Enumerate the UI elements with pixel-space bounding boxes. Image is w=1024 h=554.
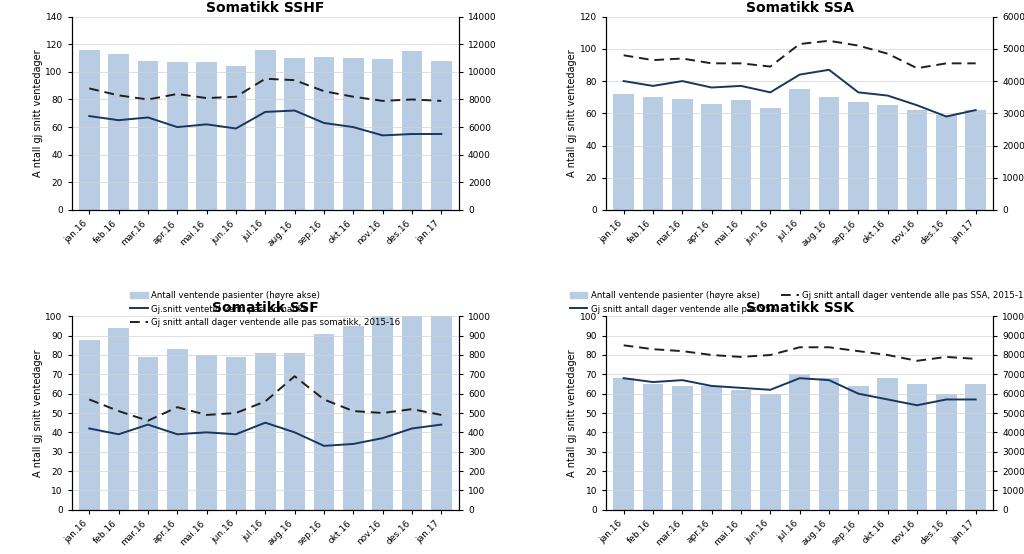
Bar (431, 316, 452, 510)
Bar (313, 57, 334, 210)
Bar (878, 378, 898, 510)
Bar (225, 66, 246, 210)
Bar (109, 328, 129, 510)
Bar (966, 110, 986, 210)
Bar (936, 394, 956, 510)
Bar (401, 316, 422, 510)
Title: Somatikk SSHF: Somatikk SSHF (206, 2, 325, 16)
Bar (285, 353, 305, 510)
Bar (137, 61, 159, 210)
Bar (819, 378, 840, 510)
Bar (613, 378, 634, 510)
Bar (343, 58, 364, 210)
Y-axis label: A ntall gj snitt ventedager: A ntall gj snitt ventedager (33, 349, 43, 477)
Bar (848, 386, 868, 510)
Bar (431, 61, 452, 210)
Title: Somatikk SSK: Somatikk SSK (745, 301, 854, 315)
Bar (790, 89, 810, 210)
Bar (906, 110, 928, 210)
Bar (401, 51, 422, 210)
Bar (285, 58, 305, 210)
Bar (79, 340, 99, 510)
Bar (966, 384, 986, 510)
Bar (819, 97, 840, 210)
Bar (906, 384, 928, 510)
Bar (197, 355, 217, 510)
Bar (313, 334, 334, 510)
Bar (373, 59, 393, 210)
Y-axis label: A ntall gj snitt ventedager: A ntall gj snitt ventedager (33, 49, 43, 177)
Bar (79, 50, 99, 210)
Bar (137, 357, 159, 510)
Bar (731, 390, 752, 510)
Bar (167, 62, 187, 210)
Bar (197, 62, 217, 210)
Title: Somatikk SSA: Somatikk SSA (745, 2, 854, 16)
Bar (255, 50, 275, 210)
Legend: Antall ventende pasienter (høyre akse), Gj snitt antall dager ventende alle pas : Antall ventende pasienter (høyre akse), … (566, 288, 1024, 317)
Bar (731, 100, 752, 210)
Bar (701, 104, 722, 210)
Bar (373, 316, 393, 510)
Bar (760, 394, 780, 510)
Bar (760, 109, 780, 210)
Bar (643, 97, 664, 210)
Bar (225, 357, 246, 510)
Y-axis label: A ntall gj snitt ventedager: A ntall gj snitt ventedager (567, 49, 577, 177)
Bar (167, 349, 187, 510)
Bar (701, 386, 722, 510)
Bar (672, 386, 692, 510)
Bar (255, 353, 275, 510)
Bar (790, 375, 810, 510)
Bar (109, 54, 129, 210)
Legend: Antall ventende pasienter (høyre akse), Gj.snitt ventetid vent. pas. somatikk, G: Antall ventende pasienter (høyre akse), … (127, 288, 403, 330)
Bar (878, 105, 898, 210)
Y-axis label: A ntall gj snitt ventedager: A ntall gj snitt ventedager (567, 349, 577, 477)
Bar (848, 102, 868, 210)
Bar (613, 94, 634, 210)
Bar (672, 99, 692, 210)
Bar (343, 326, 364, 510)
Bar (936, 115, 956, 210)
Bar (643, 384, 664, 510)
Title: Somatikk SSF: Somatikk SSF (212, 301, 318, 315)
